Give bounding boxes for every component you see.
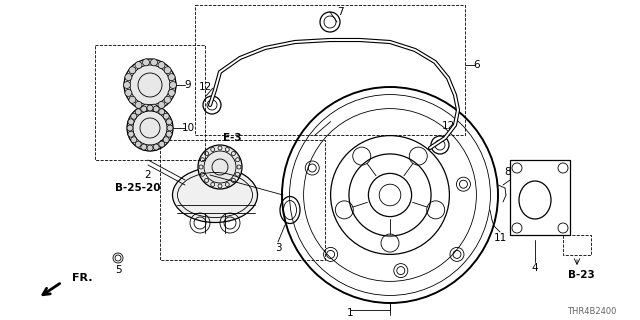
Bar [160,140,325,260]
Circle shape [166,131,172,137]
Circle shape [163,113,169,119]
Circle shape [131,137,137,143]
Circle shape [198,145,242,189]
Circle shape [124,59,176,111]
Text: B-25-20: B-25-20 [115,183,161,193]
Circle shape [159,141,164,147]
Circle shape [135,109,141,115]
Circle shape [128,131,134,137]
Text: 9: 9 [185,80,191,90]
Circle shape [135,61,142,68]
Text: 12: 12 [442,121,454,131]
Text: 6: 6 [474,60,480,70]
Text: 5: 5 [115,265,122,275]
Circle shape [168,74,175,81]
Circle shape [153,144,159,150]
Text: FR.: FR. [72,273,93,283]
Circle shape [159,109,164,115]
Bar [510,160,570,235]
Text: 10: 10 [181,123,195,133]
Text: E-3: E-3 [223,133,241,143]
Circle shape [158,101,165,108]
Circle shape [147,145,153,151]
Circle shape [125,74,132,81]
Circle shape [129,67,136,74]
Circle shape [153,106,159,112]
Circle shape [150,59,157,66]
Bar [563,235,591,255]
Circle shape [163,137,169,143]
Circle shape [158,61,165,68]
Ellipse shape [173,167,257,222]
Bar [195,5,465,135]
Circle shape [143,59,150,66]
Circle shape [127,125,133,131]
Circle shape [170,82,177,89]
Circle shape [166,119,172,125]
Circle shape [129,96,136,103]
Text: 2: 2 [145,170,151,180]
Text: 4: 4 [532,263,538,273]
Circle shape [125,89,132,96]
Circle shape [168,89,175,96]
Circle shape [141,106,147,112]
Circle shape [135,141,141,147]
Text: 3: 3 [275,243,282,253]
Circle shape [141,144,147,150]
Circle shape [164,96,171,103]
Circle shape [135,101,142,108]
Text: B-23: B-23 [568,270,595,280]
Circle shape [143,104,150,111]
Circle shape [131,113,137,119]
Circle shape [147,105,153,111]
Text: 1: 1 [347,308,353,318]
Text: 11: 11 [493,233,507,243]
Circle shape [128,119,134,125]
Bar [95,45,205,160]
Circle shape [150,104,157,111]
Circle shape [127,105,173,151]
Circle shape [164,67,171,74]
Text: THR4B2400: THR4B2400 [567,308,617,316]
Text: 12: 12 [198,82,212,92]
Circle shape [167,125,173,131]
Text: 7: 7 [337,7,343,17]
Text: 8: 8 [505,167,511,177]
Circle shape [124,82,131,89]
